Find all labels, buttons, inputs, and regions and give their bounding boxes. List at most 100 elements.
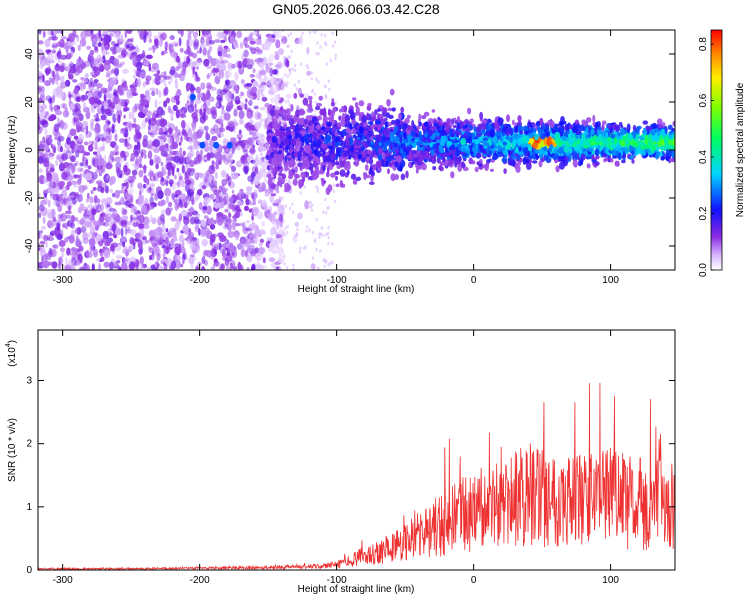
spectrogram-cell bbox=[158, 101, 162, 105]
spectrogram-cell bbox=[345, 116, 350, 125]
spectrogram-cell bbox=[254, 166, 259, 174]
spectrogram-cell bbox=[272, 212, 276, 222]
spectrogram-cell bbox=[233, 145, 237, 151]
spectrogram-cell bbox=[38, 122, 41, 131]
spectrogram-cell bbox=[246, 109, 253, 119]
spectrogram-cell bbox=[368, 143, 375, 148]
spectrogram-cell bbox=[594, 121, 599, 129]
spectrogram-cell bbox=[185, 195, 189, 200]
spectrogram-cell bbox=[245, 191, 253, 196]
spectrogram-cell bbox=[166, 161, 173, 171]
spectrogram-cell bbox=[89, 81, 93, 88]
spectrogram-cell bbox=[122, 208, 128, 215]
spectrogram-cell bbox=[174, 174, 177, 180]
spectrogram-cell bbox=[48, 177, 53, 182]
spectrogram-cell bbox=[247, 175, 255, 183]
spectrogram-cell bbox=[260, 264, 267, 269]
spectrogram-cell bbox=[224, 30, 232, 35]
spectrogram-cell bbox=[293, 68, 297, 73]
spectrogram-cell bbox=[98, 172, 102, 177]
spectrogram-cell bbox=[40, 103, 48, 110]
spectrogram-cell bbox=[63, 197, 67, 205]
spectrogram-cell bbox=[73, 252, 77, 259]
spectrogram-cell bbox=[140, 151, 144, 159]
spectrogram-cell bbox=[224, 69, 229, 80]
spectrogram-cell bbox=[231, 63, 236, 69]
spectrogram-cell bbox=[158, 89, 162, 99]
spectrogram-cell bbox=[138, 169, 144, 178]
spectrogram-cell bbox=[320, 177, 325, 182]
spectrogram-cell bbox=[212, 249, 218, 255]
spectrogram-cell bbox=[198, 202, 203, 211]
spectrogram-cell bbox=[81, 150, 86, 154]
spectrogram-cell bbox=[148, 246, 152, 251]
spectrogram-cell bbox=[302, 176, 306, 183]
spectrogram-cell bbox=[189, 241, 197, 251]
spectrogram-cell bbox=[93, 220, 98, 227]
spectrogram-cell bbox=[68, 194, 76, 199]
spectrogram-cell bbox=[150, 192, 155, 197]
spectrogram-cell bbox=[143, 153, 147, 159]
spectrogram-cell bbox=[125, 193, 133, 200]
spectrogram-cell bbox=[201, 256, 206, 265]
spectrogram-cell bbox=[156, 69, 161, 75]
spectrogram-cell bbox=[62, 195, 69, 199]
spectrogram-cell bbox=[71, 250, 79, 260]
spectrogram-cell bbox=[173, 155, 181, 163]
spectrogram-cell bbox=[108, 135, 112, 144]
spectrogram-cell bbox=[78, 245, 84, 252]
spectrogram-cell bbox=[191, 52, 198, 59]
spectrogram-cell bbox=[259, 152, 263, 157]
spectrogram-cell bbox=[138, 103, 144, 112]
spectrogram-cell bbox=[167, 136, 173, 145]
spectrogram-cell bbox=[113, 58, 120, 66]
spectrogram-cell bbox=[224, 219, 229, 228]
spectrogram-cell bbox=[87, 31, 91, 35]
spectrogram-cell bbox=[139, 93, 145, 99]
spectrogram-cell bbox=[161, 51, 165, 56]
spectrogram-cell bbox=[228, 202, 236, 210]
spectrogram-cell bbox=[107, 30, 113, 33]
spectrogram-cell bbox=[175, 65, 180, 72]
spectrogram-cell bbox=[315, 51, 318, 56]
spectrogram-cell bbox=[49, 167, 55, 173]
spectrogram-cell bbox=[128, 122, 132, 132]
spectrogram-cell bbox=[154, 192, 159, 201]
spectrogram-cell bbox=[59, 75, 65, 83]
spectrogram-cell bbox=[220, 94, 224, 98]
spectrogram-cell bbox=[53, 146, 56, 154]
spectrogram-cell bbox=[123, 154, 127, 161]
spectrogram-cell bbox=[262, 168, 267, 178]
spectrogram-cell bbox=[98, 248, 103, 254]
spectrogram-cell bbox=[324, 41, 327, 45]
spectrogram-cell bbox=[276, 221, 280, 230]
spectrogram-cell bbox=[56, 30, 61, 34]
spectrogram-cell bbox=[67, 259, 73, 267]
spectrogram-cell bbox=[58, 257, 62, 266]
spectrogram-cell bbox=[71, 163, 74, 174]
spectrogram-cell bbox=[137, 146, 141, 151]
spectrogram-cell bbox=[137, 30, 141, 33]
spectrogram-cell bbox=[462, 166, 469, 172]
spectrogram-cell bbox=[253, 189, 258, 199]
spectrogram-cell bbox=[241, 92, 245, 96]
spectrogram-cell bbox=[218, 134, 222, 138]
spectrogram-cell bbox=[194, 213, 200, 218]
spectrogram-cell bbox=[93, 114, 98, 118]
spectrogram-cell bbox=[213, 68, 220, 73]
spectrogram-cell bbox=[211, 109, 217, 120]
spectrogram-cell bbox=[367, 121, 374, 125]
spectrogram-cell bbox=[84, 73, 89, 79]
spectrogram-cell bbox=[161, 218, 166, 226]
spectrogram-cell bbox=[368, 181, 375, 185]
spectrogram-cell bbox=[244, 227, 252, 232]
spectrogram-cell bbox=[124, 101, 128, 107]
spectrogram-cell bbox=[256, 211, 264, 220]
spectrogram-cell bbox=[297, 212, 303, 220]
spectrogram-cell bbox=[175, 134, 180, 143]
spectrogram-cell bbox=[70, 180, 78, 185]
spectrogram-cell bbox=[261, 199, 268, 208]
spectrogram-cell bbox=[434, 147, 440, 155]
spectrogram-cell bbox=[222, 88, 229, 93]
spectrogram-cell bbox=[517, 161, 522, 166]
